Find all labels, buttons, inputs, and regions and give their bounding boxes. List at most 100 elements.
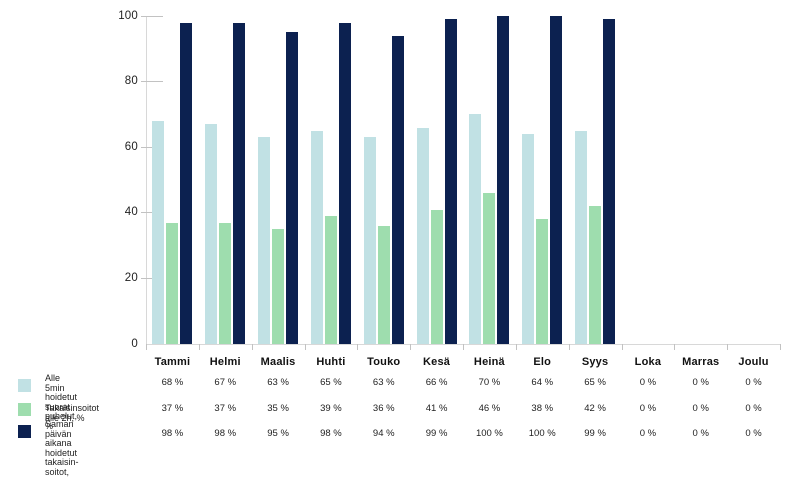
bar-suorat-puhelut-huhti (310, 130, 323, 344)
value-saman-paivan-takaisinsoitot-huhti: 98 % (320, 428, 342, 439)
month-header-huhti: Huhti (316, 356, 346, 368)
value-takaisinsoitot-2h-syys: 42 % (584, 403, 606, 414)
x-tick (463, 344, 464, 350)
value-suorat-puhelut-touko: 63 % (372, 377, 395, 388)
value-saman-paivan-takaisinsoitot-heinä: 100 % (475, 428, 503, 439)
x-tick (198, 344, 200, 350)
bar-takaisinsoitot-2h-elo (536, 219, 549, 344)
bar-suorat-puhelut-syys (575, 130, 588, 344)
month-header-helmi: Helmi (209, 356, 241, 368)
value-takaisinsoitot-2h-tammi: 37 % (161, 403, 184, 414)
y-tick (141, 277, 163, 279)
x-tick (674, 344, 676, 350)
month-header-touko: Touko (367, 356, 401, 368)
month-header-loka: Loka (634, 356, 662, 368)
value-suorat-puhelut-syys: 65 % (584, 377, 606, 388)
value-saman-paivan-takaisinsoitot-marras: 0 % (692, 428, 709, 439)
month-header-maalis: Maalis (260, 356, 296, 368)
x-tick (251, 344, 253, 350)
value-saman-paivan-takaisinsoitot-tammi: 98 % (161, 428, 184, 439)
value-suorat-puhelut-marras: 0 % (692, 377, 709, 388)
bar-saman-paivan-takaisinsoitot-elo (550, 16, 563, 344)
bar-takaisinsoitot-2h-helmi (219, 222, 232, 344)
bar-suorat-puhelut-heinä (469, 114, 482, 344)
value-takaisinsoitot-2h-kesä: 41 % (425, 403, 448, 414)
legend-label-line: Takaisinsoitot alle 2h, % (45, 403, 100, 423)
bar-takaisinsoitot-2h-touko (377, 225, 390, 344)
bar-saman-paivan-takaisinsoitot-huhti (338, 22, 351, 344)
month-header-tammi: Tammi (154, 356, 191, 368)
value-takaisinsoitot-2h-touko: 36 % (372, 403, 395, 414)
x-tick (146, 344, 147, 350)
value-takaisinsoitot-2h-huhti: 39 % (320, 403, 342, 414)
bar-takaisinsoitot-2h-huhti (324, 216, 337, 344)
legend-label-line: suorat puhelut, % (45, 401, 78, 431)
value-suorat-puhelut-loka: 0 % (639, 377, 657, 388)
month-header-joulu: Joulu (738, 356, 769, 368)
month-header-marras: Marras (682, 356, 720, 368)
bar-takaisinsoitot-2h-syys (589, 206, 602, 344)
value-suorat-puhelut-helmi: 67 % (214, 377, 237, 388)
legend-label-line: Alle 5min hoidetut (45, 373, 78, 402)
bar-suorat-puhelut-helmi (205, 124, 218, 344)
legend-swatch-takaisinsoitot-2h (18, 403, 31, 416)
value-suorat-puhelut-tammi: 68 % (161, 377, 184, 388)
value-takaisinsoitot-2h-marras: 0 % (692, 403, 709, 414)
legend-label-saman-paivan-takaisinsoitot: Saman päivän aikana hoidetut takaisin-soi… (45, 419, 79, 477)
value-saman-paivan-takaisinsoitot-kesä: 99 % (425, 428, 448, 439)
x-tick (304, 344, 306, 350)
y-tick (141, 15, 163, 17)
value-saman-paivan-takaisinsoitot-helmi: 98 % (214, 428, 237, 439)
value-takaisinsoitot-2h-heinä: 46 % (478, 403, 501, 414)
month-header-kesä: Kesä (423, 356, 451, 368)
value-saman-paivan-takaisinsoitot-joulu: 0 % (745, 428, 762, 439)
bar-saman-paivan-takaisinsoitot-touko (391, 35, 404, 344)
value-takaisinsoitot-2h-loka: 0 % (639, 403, 657, 414)
value-takaisinsoitot-2h-elo: 38 % (531, 403, 554, 414)
bar-saman-paivan-takaisinsoitot-syys (603, 19, 616, 344)
y-tick-label: 60 (124, 140, 138, 153)
y-tick (141, 146, 163, 148)
value-takaisinsoitot-2h-helmi: 37 % (214, 403, 237, 414)
value-saman-paivan-takaisinsoitot-maalis: 95 % (267, 428, 289, 439)
legend-swatch-saman-paivan-takaisinsoitot (18, 425, 31, 438)
y-tick-label: 40 (124, 206, 138, 219)
month-header-elo: Elo (533, 356, 552, 368)
y-tick-label: 20 (124, 271, 138, 284)
bar-saman-paivan-takaisinsoitot-helmi (233, 22, 246, 344)
month-header-syys: Syys (581, 356, 609, 368)
y-tick-label: 0 (131, 337, 138, 350)
bar-suorat-puhelut-tammi (152, 120, 165, 344)
legend-label-line: soitot, % (45, 466, 70, 477)
value-saman-paivan-takaisinsoitot-touko: 94 % (372, 428, 395, 439)
bar-saman-paivan-takaisinsoitot-maalis (286, 32, 299, 344)
bar-takaisinsoitot-2h-maalis (272, 229, 285, 344)
x-tick (410, 344, 412, 350)
value-suorat-puhelut-maalis: 63 % (267, 377, 289, 388)
x-tick (727, 344, 729, 350)
bar-saman-paivan-takaisinsoitot-tammi (180, 22, 193, 344)
bar-takaisinsoitot-2h-heinä (483, 193, 496, 344)
y-axis (146, 16, 147, 344)
bar-suorat-puhelut-kesä (416, 127, 429, 344)
value-saman-paivan-takaisinsoitot-loka: 0 % (639, 428, 657, 439)
bar-saman-paivan-takaisinsoitot-kesä (444, 19, 457, 344)
x-tick (621, 344, 623, 350)
y-tick-label: 100 (118, 9, 138, 22)
x-tick (568, 344, 570, 350)
month-header-heinä: Heinä (473, 356, 505, 368)
value-takaisinsoitot-2h-joulu: 0 % (745, 403, 762, 414)
legend-swatch-suorat-puhelut (18, 379, 31, 392)
x-tick (357, 344, 359, 350)
value-suorat-puhelut-heinä: 70 % (478, 377, 501, 388)
value-saman-paivan-takaisinsoitot-elo: 100 % (528, 428, 556, 439)
value-takaisinsoitot-2h-maalis: 35 % (267, 403, 289, 414)
bar-takaisinsoitot-2h-tammi (166, 222, 179, 344)
value-suorat-puhelut-elo: 64 % (531, 377, 554, 388)
value-saman-paivan-takaisinsoitot-syys: 99 % (584, 428, 606, 439)
bar-takaisinsoitot-2h-kesä (430, 209, 443, 344)
legend-label-line: Saman päivän aikana (45, 419, 74, 448)
x-tick (780, 344, 781, 350)
bar-suorat-puhelut-maalis (258, 137, 271, 344)
